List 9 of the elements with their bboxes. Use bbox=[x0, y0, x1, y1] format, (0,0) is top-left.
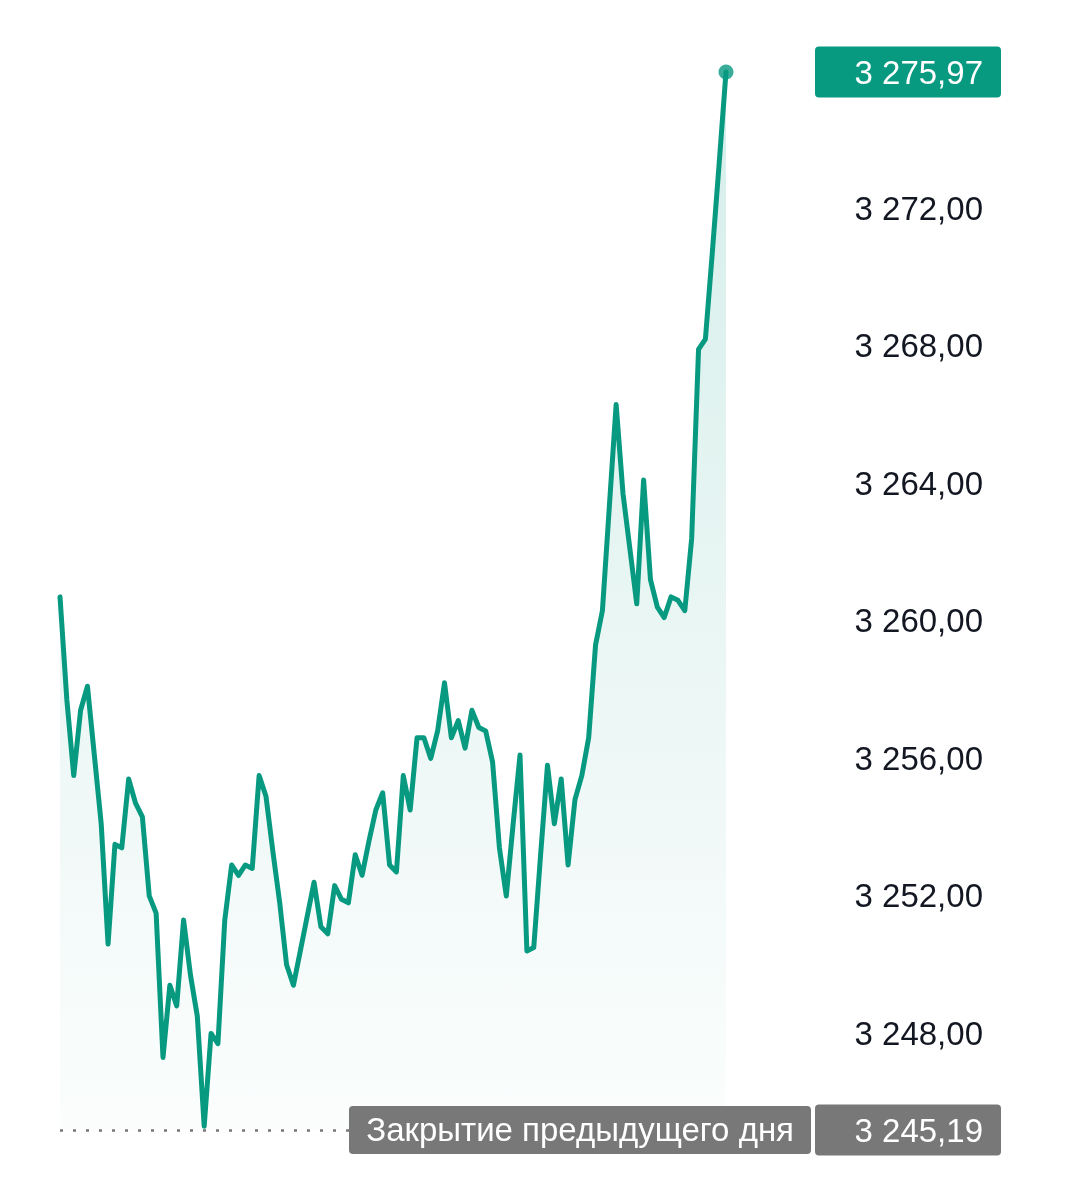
y-tick-label: 3 248,00 bbox=[854, 1014, 983, 1052]
y-tick-label: 3 252,00 bbox=[854, 877, 983, 915]
y-tick-label: 3 264,00 bbox=[854, 464, 983, 502]
y-tick-label: 3 275,97 bbox=[854, 53, 983, 91]
y-tick-label: 3 245,19 bbox=[854, 1111, 983, 1149]
y-tick-label: 3 260,00 bbox=[854, 602, 983, 640]
y-tick-label: 3 268,00 bbox=[854, 327, 983, 365]
y-tick-label: 3 256,00 bbox=[854, 739, 983, 777]
y-tick-label: 3 272,00 bbox=[854, 189, 983, 227]
